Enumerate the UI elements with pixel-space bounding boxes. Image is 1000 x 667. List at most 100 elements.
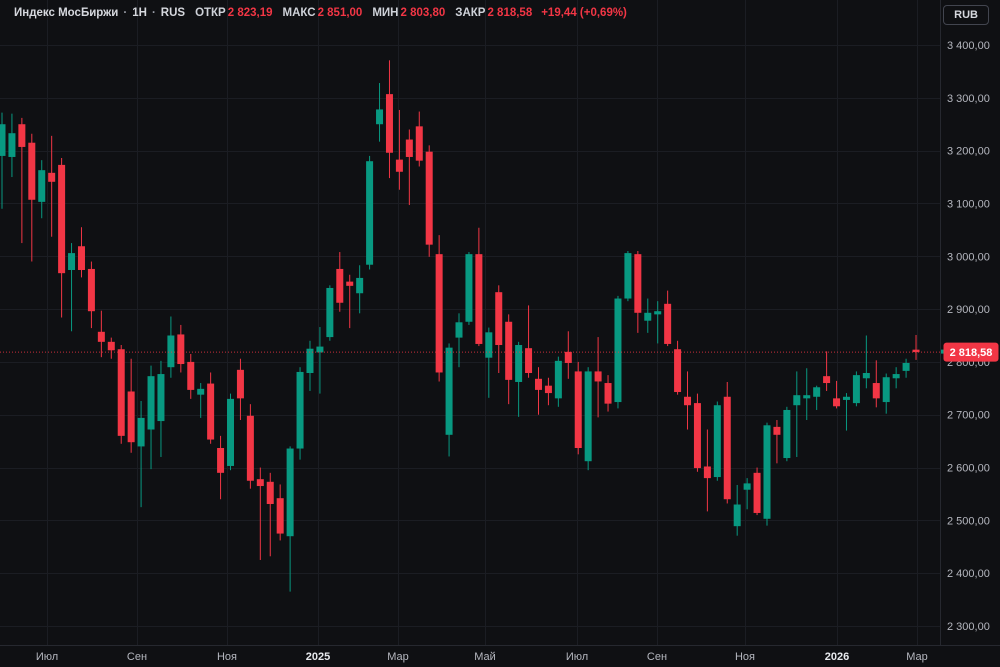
candle — [346, 274, 354, 329]
candle-body — [48, 172, 56, 182]
candle-body — [485, 332, 493, 358]
candle — [217, 435, 225, 500]
candle-body — [276, 498, 284, 534]
candle-body — [743, 483, 751, 490]
candle-body — [177, 334, 185, 365]
candle — [87, 261, 95, 329]
candle-body — [256, 479, 264, 487]
candle-body — [217, 448, 225, 473]
legend-separator: · — [123, 7, 128, 19]
month-tick-label: Июл — [566, 651, 588, 663]
candle-body — [892, 374, 900, 379]
price-tick-label: 3 100,00 — [947, 198, 990, 210]
currency-button[interactable]: RUB — [943, 5, 989, 25]
candle — [723, 381, 731, 504]
ohlc-open: ОТКР 2 823,19 — [195, 7, 272, 19]
candle — [554, 356, 562, 407]
candle — [813, 385, 821, 410]
candle-body — [693, 403, 701, 469]
timeframe-label[interactable]: 1Н — [132, 7, 147, 19]
candle-body — [554, 360, 562, 399]
price-tick-label: 3 300,00 — [947, 93, 990, 105]
candle-body — [475, 254, 483, 344]
last-price-tag-bg — [943, 342, 999, 362]
candle — [38, 160, 46, 219]
candle — [336, 252, 344, 312]
candle-body — [356, 277, 364, 294]
candle-body — [38, 170, 46, 202]
candle-body — [465, 254, 473, 322]
candle — [445, 343, 453, 457]
candle-body — [574, 371, 582, 449]
candle-body — [236, 369, 244, 399]
legend-separator: · — [151, 7, 156, 19]
candle — [266, 472, 274, 557]
candle — [415, 111, 423, 167]
candles-layer — [0, 60, 920, 592]
candle-body — [684, 396, 692, 406]
candle — [793, 371, 801, 457]
candle — [842, 393, 850, 431]
year-tick-label: 2025 — [306, 651, 330, 663]
candle-body — [127, 391, 135, 443]
candle — [485, 327, 493, 398]
candle-body — [823, 376, 831, 384]
candle-body — [495, 292, 503, 346]
candle — [614, 295, 622, 409]
candle — [763, 422, 771, 526]
candle-body — [862, 373, 870, 379]
candle-body — [227, 398, 235, 466]
candle-body — [425, 151, 433, 245]
candle — [624, 250, 632, 302]
ohlc-high: МАКС 2 851,00 — [283, 7, 363, 19]
candle-body — [604, 383, 612, 404]
chart-legend: Индекс МосБиржи · 1Н · RUS ОТКР 2 823,19… — [14, 7, 627, 19]
candle-body — [405, 139, 413, 157]
candle-body — [674, 349, 682, 393]
candle — [604, 375, 612, 412]
ohlc-close: ЗАКР 2 818,58 — [455, 7, 532, 19]
candle-body — [385, 94, 393, 153]
last-price-tag-value: 2 818,58 — [950, 347, 993, 359]
candle — [157, 360, 165, 457]
candle-body — [336, 268, 344, 303]
candle-body — [306, 348, 314, 374]
price-tick-label: 2 500,00 — [947, 515, 990, 527]
candle — [455, 313, 463, 368]
candle — [495, 285, 503, 374]
candle — [58, 158, 66, 318]
candle — [0, 112, 6, 209]
month-tick-label: Май — [474, 651, 496, 663]
candle-body — [852, 375, 860, 404]
candle — [167, 316, 175, 378]
candle — [48, 135, 56, 237]
candle-body — [912, 349, 920, 353]
candle — [137, 400, 145, 508]
candle-body — [207, 383, 215, 440]
symbol-title[interactable]: Индекс МосБиржи — [14, 7, 119, 19]
month-tick-label: Сен — [127, 651, 147, 663]
candle-body — [107, 341, 115, 351]
candle-body — [117, 349, 125, 436]
candle-body — [97, 331, 105, 342]
candle-body — [395, 159, 403, 172]
candle-body — [266, 481, 274, 504]
candle — [276, 484, 284, 541]
candle — [803, 368, 811, 421]
candle — [435, 235, 443, 382]
candle — [693, 393, 701, 472]
candle-body — [624, 253, 632, 299]
candle — [8, 113, 16, 178]
candle — [743, 478, 751, 510]
candle — [733, 484, 741, 536]
candle-body — [644, 312, 652, 321]
candle — [882, 373, 890, 414]
price-axis[interactable]: 3 400,00 3 300,00 3 200,00 3 100,00 3 000,00… — [947, 40, 990, 633]
candle-body — [902, 362, 910, 371]
candle — [515, 341, 523, 417]
candle-body — [77, 246, 85, 271]
time-axis[interactable]: Июл Сен Ноя 2025 Мар Май Июл Сен Ноя 2026 Мар — [36, 651, 928, 663]
candle — [574, 361, 582, 455]
